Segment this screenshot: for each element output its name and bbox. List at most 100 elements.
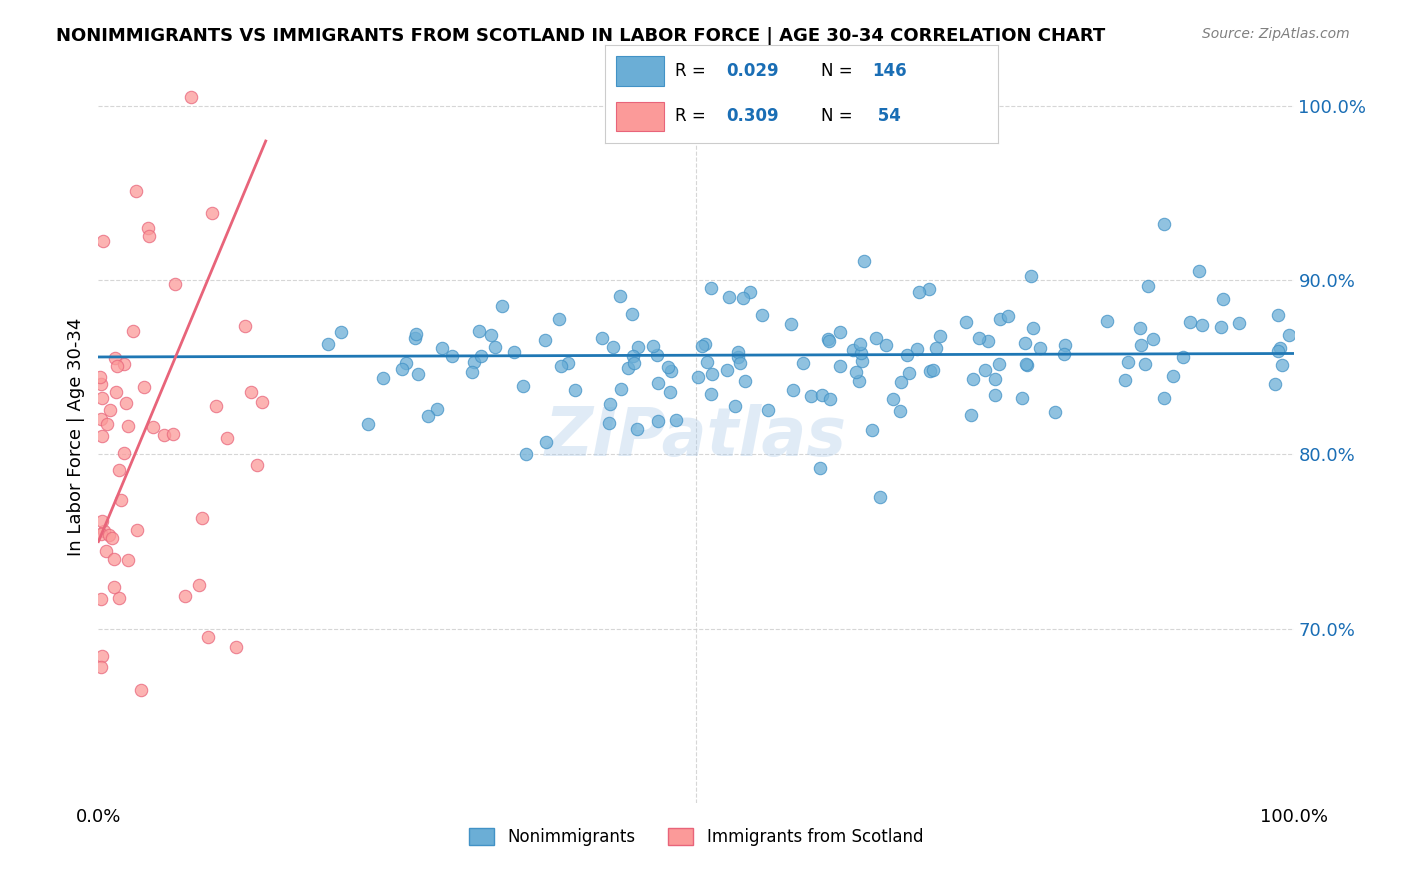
Point [621, 307, 644, 321]
Point [90, 591, 112, 606]
Point [117, 552, 139, 566]
Point [1209, 319, 1232, 334]
Point [889, 403, 911, 417]
Point [609, 382, 631, 396]
Point [616, 360, 638, 375]
Point [598, 417, 620, 431]
Text: NONIMMIGRANTS VS IMMIGRANTS FROM SCOTLAND IN LABOR FORCE | AGE 30-34 CORRELATION: NONIMMIGRANTS VS IMMIGRANTS FROM SCOTLAN… [56, 27, 1105, 45]
Point [817, 332, 839, 346]
Point [138, 229, 160, 244]
Point [592, 331, 614, 345]
Point [547, 311, 569, 326]
Point [700, 387, 723, 401]
Point [1011, 391, 1033, 405]
Point [90, 527, 112, 541]
Point [645, 348, 668, 362]
Point [731, 291, 754, 305]
Point [91, 429, 114, 443]
Point [564, 383, 586, 397]
Point [191, 511, 214, 525]
Point [1095, 314, 1118, 328]
Point [602, 340, 624, 354]
Point [643, 339, 665, 353]
Point [103, 580, 125, 594]
Point [830, 359, 852, 373]
Point [405, 327, 427, 342]
Point [869, 490, 891, 504]
Legend: Nonimmigrants, Immigrants from Scotland: Nonimmigrants, Immigrants from Scotland [463, 822, 929, 853]
Point [1114, 373, 1136, 387]
Point [875, 338, 897, 352]
Point [647, 414, 669, 428]
Point [180, 90, 202, 104]
Point [693, 337, 716, 351]
Point [108, 463, 131, 477]
Point [239, 384, 262, 399]
Point [974, 363, 997, 377]
Point [112, 445, 135, 459]
Point [93, 234, 115, 248]
Point [515, 447, 537, 461]
Point [828, 326, 851, 340]
Point [1019, 268, 1042, 283]
Point [1015, 357, 1038, 371]
Point [104, 351, 127, 365]
Point [90, 377, 112, 392]
Point [849, 337, 872, 351]
Point [918, 282, 941, 296]
Point [967, 331, 990, 345]
Point [724, 399, 747, 413]
Point [1267, 344, 1289, 359]
Point [1116, 354, 1139, 368]
Y-axis label: In Labor Force | Age 30-34: In Labor Force | Age 30-34 [66, 318, 84, 557]
Text: Source: ZipAtlas.com: Source: ZipAtlas.com [1202, 27, 1350, 41]
Point [727, 345, 749, 359]
Text: R =: R = [675, 107, 711, 125]
Point [920, 364, 942, 378]
Point [512, 379, 534, 393]
Point [550, 359, 572, 373]
Point [330, 326, 353, 340]
Point [250, 395, 273, 409]
Text: R =: R = [675, 62, 711, 80]
Point [491, 299, 513, 313]
Point [91, 514, 114, 528]
Text: 146: 146 [872, 62, 907, 80]
Point [959, 408, 981, 422]
Point [96, 417, 118, 432]
Point [1015, 358, 1038, 372]
Point [851, 353, 873, 368]
Point [696, 355, 718, 369]
Point [1278, 327, 1301, 342]
Point [1029, 342, 1052, 356]
Point [898, 366, 921, 380]
Point [686, 370, 709, 384]
Point [373, 371, 395, 385]
Point [661, 364, 683, 378]
Point [115, 396, 138, 410]
Point [690, 339, 713, 353]
Point [1161, 369, 1184, 384]
Point [197, 631, 219, 645]
Point [90, 412, 112, 426]
Point [977, 334, 1000, 348]
Point [391, 362, 413, 376]
Point [700, 367, 723, 381]
Point [502, 345, 524, 359]
Point [534, 333, 557, 347]
Text: N =: N = [821, 107, 858, 125]
Point [225, 640, 247, 655]
Point [882, 392, 904, 406]
Point [136, 220, 159, 235]
Point [657, 360, 679, 375]
Point [404, 331, 426, 345]
Point [659, 384, 682, 399]
Point [129, 682, 152, 697]
Point [187, 578, 209, 592]
Point [246, 458, 269, 472]
Point [479, 328, 502, 343]
Point [134, 380, 156, 394]
Point [728, 356, 751, 370]
Point [125, 185, 148, 199]
Point [91, 392, 114, 406]
